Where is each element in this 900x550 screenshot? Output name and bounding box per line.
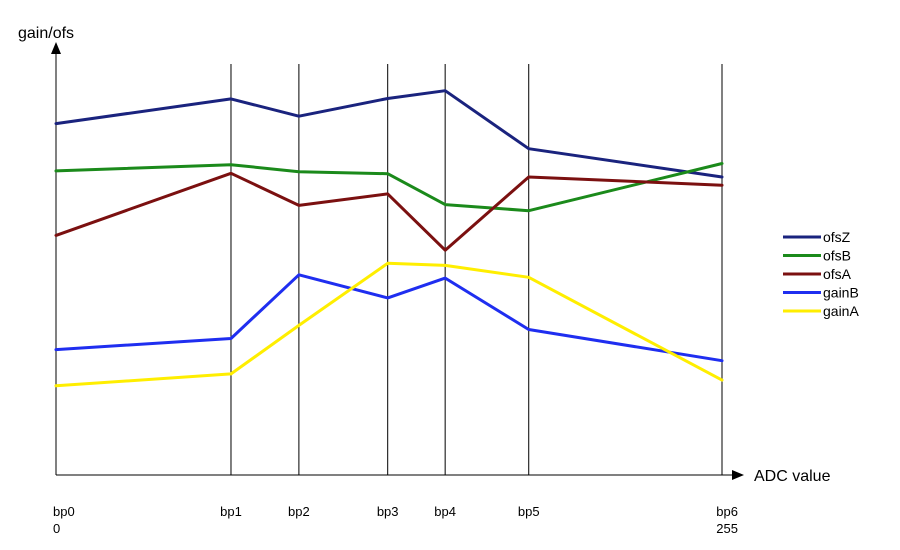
- series-line-gainA: [54, 261, 724, 388]
- series-line-ofsB: [54, 162, 724, 213]
- breakpoint-gridlines: [230, 64, 723, 475]
- tick-label-bp4: bp4: [434, 504, 456, 519]
- y-axis-arrow: [51, 42, 61, 54]
- tick-label-bp0: bp0: [53, 504, 75, 519]
- series-lines: [54, 89, 724, 388]
- tick-label-bp3: bp3: [377, 504, 399, 519]
- series-line-ofsA: [54, 171, 724, 252]
- tick-label-bp5: bp5: [518, 504, 540, 519]
- series-line-ofsZ: [54, 89, 724, 179]
- legend-label-gainA: gainA: [823, 303, 859, 319]
- x-axis-arrow: [732, 470, 744, 480]
- y-axis-label: gain/ofs: [18, 25, 74, 42]
- legend-label-ofsA: ofsA: [823, 266, 852, 282]
- series-line-gainB: [54, 273, 724, 363]
- legend: ofsZ ofsB ofsA gainB gainA: [783, 229, 859, 319]
- tick-labels: bp0 0 bp1 bp2 bp3 bp4 bp5 bp6 255: [53, 504, 738, 536]
- axes: [51, 42, 744, 480]
- tick-label-bp1: bp1: [220, 504, 242, 519]
- tick-value-bp6: 255: [716, 521, 738, 536]
- legend-label-ofsB: ofsB: [823, 248, 851, 264]
- tick-label-bp2: bp2: [288, 504, 310, 519]
- x-axis-label: ADC value: [754, 468, 831, 485]
- tick-value-bp0: 0: [53, 521, 60, 536]
- legend-label-ofsZ: ofsZ: [823, 229, 851, 245]
- legend-label-gainB: gainB: [823, 285, 859, 301]
- tick-label-bp6: bp6: [716, 504, 738, 519]
